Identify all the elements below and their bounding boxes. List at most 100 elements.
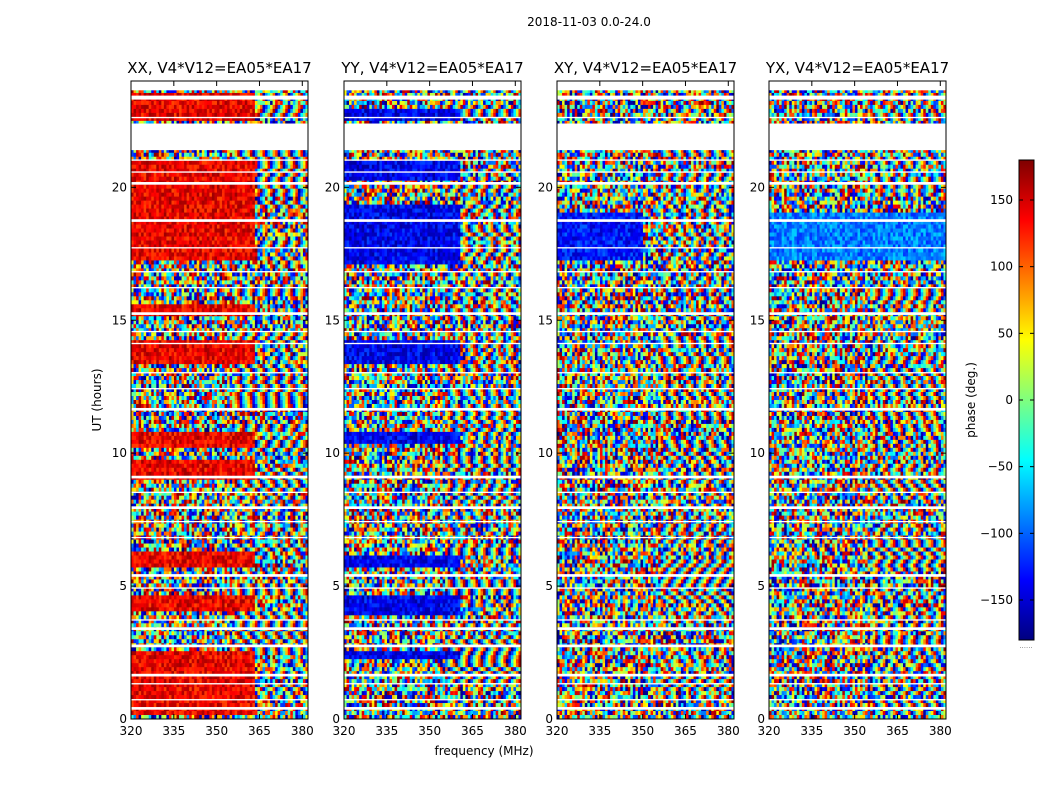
heatmap-cell bbox=[192, 201, 195, 205]
heatmap-cell bbox=[161, 193, 164, 197]
heatmap-cell bbox=[268, 153, 271, 157]
heatmap-cell bbox=[217, 105, 220, 109]
heatmap-cell bbox=[245, 209, 248, 213]
heatmap-cell bbox=[199, 213, 202, 217]
heatmap-cell bbox=[245, 205, 248, 209]
heatmap-cell bbox=[257, 201, 260, 205]
heatmap-cell bbox=[154, 201, 157, 205]
heatmap-cell bbox=[161, 213, 164, 217]
heatmap-cell bbox=[164, 101, 167, 105]
heatmap-cell bbox=[280, 205, 283, 209]
heatmap-cell bbox=[293, 161, 296, 165]
heatmap-cell bbox=[209, 197, 212, 201]
heatmap-cell bbox=[290, 213, 293, 217]
heatmap-cell bbox=[174, 165, 177, 169]
heatmap-cell bbox=[212, 161, 215, 165]
heatmap-cell bbox=[154, 209, 157, 213]
heatmap-cell bbox=[209, 173, 212, 177]
heatmap-cell bbox=[146, 153, 149, 157]
heatmap-cell bbox=[156, 105, 159, 109]
heatmap-cell bbox=[225, 185, 228, 189]
heatmap-cell bbox=[262, 153, 265, 157]
heatmap-cell bbox=[177, 109, 180, 113]
heatmap-cell bbox=[255, 205, 258, 209]
heatmap-cell bbox=[242, 201, 245, 205]
heatmap-cell bbox=[154, 185, 157, 189]
heatmap-cell bbox=[227, 193, 230, 197]
heatmap-cell bbox=[252, 105, 255, 109]
heatmap-cell bbox=[290, 185, 293, 189]
heatmap-cell bbox=[164, 153, 167, 157]
heatmap-cell bbox=[189, 193, 192, 197]
heatmap-cell bbox=[275, 153, 278, 157]
heatmap-cell bbox=[220, 165, 223, 169]
heatmap-cell bbox=[220, 189, 223, 193]
heatmap-cell bbox=[298, 105, 301, 109]
heatmap-cell bbox=[265, 105, 268, 109]
heatmap-cell bbox=[194, 161, 197, 165]
heatmap-cell bbox=[240, 201, 243, 205]
heatmap-cell bbox=[268, 205, 271, 209]
heatmap-cell bbox=[250, 113, 253, 117]
heatmap-cell bbox=[288, 113, 291, 117]
heatmap-cell bbox=[159, 105, 162, 109]
heatmap-cell bbox=[290, 153, 293, 157]
heatmap-cell bbox=[303, 197, 306, 201]
heatmap-cell bbox=[169, 213, 172, 217]
heatmap-cell bbox=[225, 209, 228, 213]
heatmap-cell bbox=[171, 189, 174, 193]
heatmap-cell bbox=[202, 209, 205, 213]
heatmap-cell bbox=[156, 113, 159, 117]
heatmap-cell bbox=[171, 161, 174, 165]
heatmap-cell bbox=[245, 185, 248, 189]
heatmap-cell bbox=[139, 165, 142, 169]
heatmap-cell bbox=[237, 161, 240, 165]
heatmap-cell bbox=[171, 165, 174, 169]
heatmap-cell bbox=[164, 165, 167, 169]
heatmap-cell bbox=[217, 213, 220, 217]
heatmap-cell bbox=[212, 201, 215, 205]
heatmap-cell bbox=[164, 173, 167, 177]
heatmap-cell bbox=[220, 153, 223, 157]
heatmap-cell bbox=[298, 193, 301, 197]
heatmap-cell bbox=[174, 185, 177, 189]
heatmap-cell bbox=[174, 161, 177, 165]
heatmap-cell bbox=[151, 161, 154, 165]
heatmap-cell bbox=[164, 205, 167, 209]
heatmap-cell bbox=[265, 177, 268, 181]
heatmap-cell bbox=[250, 197, 253, 201]
heatmap-cell bbox=[159, 161, 162, 165]
heatmap-cell bbox=[212, 213, 215, 217]
heatmap-cell bbox=[237, 173, 240, 177]
heatmap-cell bbox=[154, 161, 157, 165]
heatmap-cell bbox=[166, 185, 169, 189]
heatmap-cell bbox=[199, 101, 202, 105]
heatmap-cell bbox=[161, 165, 164, 169]
heatmap-cell bbox=[212, 153, 215, 157]
heatmap-cell bbox=[222, 113, 225, 117]
heatmap-cell bbox=[159, 197, 162, 201]
heatmap-cell bbox=[154, 109, 157, 113]
heatmap-cell bbox=[247, 185, 250, 189]
x-axis-label: frequency (MHz) bbox=[434, 744, 533, 758]
heatmap-cell bbox=[171, 201, 174, 205]
heatmap-cell bbox=[293, 153, 296, 157]
heatmap-cell bbox=[134, 205, 137, 209]
heatmap-cell bbox=[250, 209, 253, 213]
heatmap-cell bbox=[134, 109, 137, 113]
heatmap-cell bbox=[156, 173, 159, 177]
heatmap-cell bbox=[177, 185, 180, 189]
heatmap-cell bbox=[303, 193, 306, 197]
heatmap-cell bbox=[199, 173, 202, 177]
heatmap-cell bbox=[192, 109, 195, 113]
heatmap-cell bbox=[280, 213, 283, 217]
heatmap-cell bbox=[166, 153, 169, 157]
heatmap-cell bbox=[169, 205, 172, 209]
heatmap-cell bbox=[151, 177, 154, 181]
heatmap-cell bbox=[235, 189, 238, 193]
heatmap-cell bbox=[293, 101, 296, 105]
heatmap-cell bbox=[288, 197, 291, 201]
heatmap-cell bbox=[257, 101, 260, 105]
heatmap-cell bbox=[171, 197, 174, 201]
heatmap-cell bbox=[202, 165, 205, 169]
